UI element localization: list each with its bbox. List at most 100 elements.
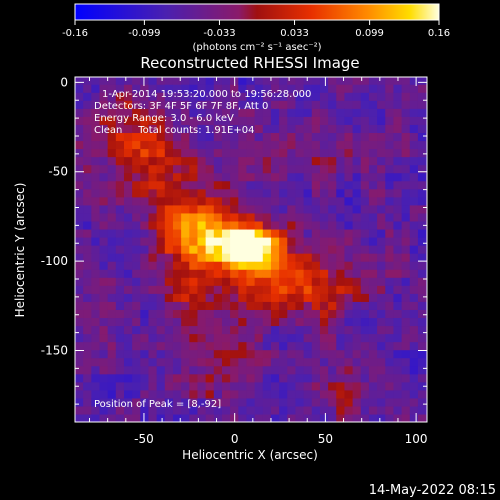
- heatmap-cell: [172, 341, 182, 351]
- heatmap-cell: [303, 164, 313, 174]
- heatmap-cell: [75, 301, 84, 310]
- heatmap-cell: [140, 116, 150, 125]
- heatmap-cell: [197, 245, 207, 254]
- heatmap-cell: [123, 381, 133, 391]
- heatmap-cell: [205, 124, 215, 134]
- heatmap-cell: [344, 172, 354, 182]
- heatmap-cell: [401, 212, 411, 222]
- heatmap-cell: [148, 92, 158, 101]
- heatmap-cell: [409, 77, 419, 85]
- heatmap-cell: [205, 357, 215, 367]
- heatmap-cell: [287, 325, 297, 335]
- heatmap-cell: [246, 333, 256, 343]
- heatmap-cell: [279, 204, 288, 214]
- heatmap-cell: [409, 220, 419, 230]
- heatmap-cell: [360, 124, 370, 134]
- heatmap-cell: [107, 389, 117, 399]
- heatmap-cell: [115, 116, 125, 125]
- heatmap-cell: [377, 285, 386, 294]
- heatmap-cell: [287, 172, 297, 182]
- heatmap-cell: [328, 373, 337, 383]
- heatmap-cell: [75, 325, 84, 335]
- heatmap-cell: [115, 220, 125, 230]
- heatmap-cell: [385, 188, 395, 198]
- heatmap-cell: [132, 325, 141, 335]
- heatmap-cell: [246, 132, 256, 142]
- heatmap-cell: [287, 269, 297, 278]
- heatmap-cell: [360, 261, 370, 270]
- heatmap-cell: [393, 261, 403, 270]
- heatmap-cell: [360, 349, 370, 359]
- heatmap-cell: [368, 124, 378, 134]
- heatmap-cell: [123, 140, 133, 150]
- heatmap-cell: [156, 277, 166, 286]
- heatmap-cell: [221, 389, 231, 399]
- heatmap-cell: [417, 365, 427, 375]
- heatmap-cell: [205, 405, 215, 415]
- heatmap-cell: [189, 196, 199, 206]
- heatmap-cell: [385, 148, 395, 158]
- heatmap-cell: [319, 301, 329, 310]
- heatmap-cell: [83, 269, 92, 278]
- heatmap-cell: [230, 164, 239, 174]
- heatmap-cell: [132, 140, 141, 150]
- heatmap-cell: [197, 92, 207, 101]
- heatmap-cell: [344, 277, 354, 286]
- heatmap-cell: [189, 317, 199, 327]
- heatmap-cell: [352, 148, 362, 158]
- heatmap-cell: [344, 309, 354, 319]
- heatmap-cell: [172, 301, 182, 310]
- heatmap-cell: [319, 357, 329, 367]
- heatmap-cell: [91, 293, 101, 302]
- heatmap-cell: [368, 180, 378, 190]
- heatmap-cell: [230, 365, 239, 375]
- heatmap-cell: [287, 365, 297, 375]
- heatmap-cell: [328, 357, 337, 367]
- heatmap-cell: [91, 301, 101, 310]
- colorbar-tick-label: 0.033: [280, 28, 309, 39]
- heatmap-cell: [132, 269, 141, 278]
- heatmap-cell: [238, 140, 248, 150]
- heatmap-cell: [115, 212, 125, 222]
- heatmap-cell: [377, 245, 386, 254]
- heatmap-cell: [328, 84, 337, 93]
- heatmap-cell: [246, 188, 256, 198]
- heatmap-cell: [262, 116, 272, 125]
- heatmap-cell: [311, 277, 321, 286]
- heatmap-cell: [270, 116, 280, 125]
- heatmap-cell: [181, 132, 190, 142]
- heatmap-cell: [221, 116, 231, 125]
- heatmap-cell: [336, 228, 346, 238]
- heatmap-cell: [328, 301, 337, 310]
- heatmap-cell: [401, 285, 411, 294]
- heatmap-cell: [385, 341, 395, 351]
- heatmap-cell: [213, 293, 223, 302]
- heatmap-cell: [279, 373, 288, 383]
- heatmap-cell: [336, 333, 346, 343]
- heatmap-cell: [311, 405, 321, 415]
- heatmap-cell: [148, 236, 158, 246]
- heatmap-cell: [83, 100, 92, 109]
- heatmap-cell: [189, 269, 199, 278]
- heatmap-cell: [172, 172, 182, 182]
- heatmap-cell: [401, 253, 411, 262]
- heatmap-cell: [262, 285, 272, 294]
- heatmap-cell: [336, 309, 346, 319]
- heatmap-cell: [205, 84, 215, 93]
- heatmap-cell: [319, 373, 329, 383]
- heatmap-cell: [238, 333, 248, 343]
- heatmap-cell: [205, 164, 215, 174]
- heatmap-cell: [270, 92, 280, 101]
- heatmap-cell: [99, 373, 109, 383]
- heatmap-cell: [164, 140, 174, 150]
- heatmap-cell: [140, 293, 150, 302]
- heatmap-cell: [148, 245, 158, 254]
- heatmap-cell: [393, 156, 403, 166]
- heatmap-cell: [401, 180, 411, 190]
- heatmap-cell: [205, 285, 215, 294]
- heatmap-cell: [213, 172, 223, 182]
- heatmap-cell: [230, 180, 239, 190]
- heatmap-cell: [164, 381, 174, 391]
- heatmap-cell: [115, 317, 125, 327]
- heatmap-cell: [172, 132, 182, 142]
